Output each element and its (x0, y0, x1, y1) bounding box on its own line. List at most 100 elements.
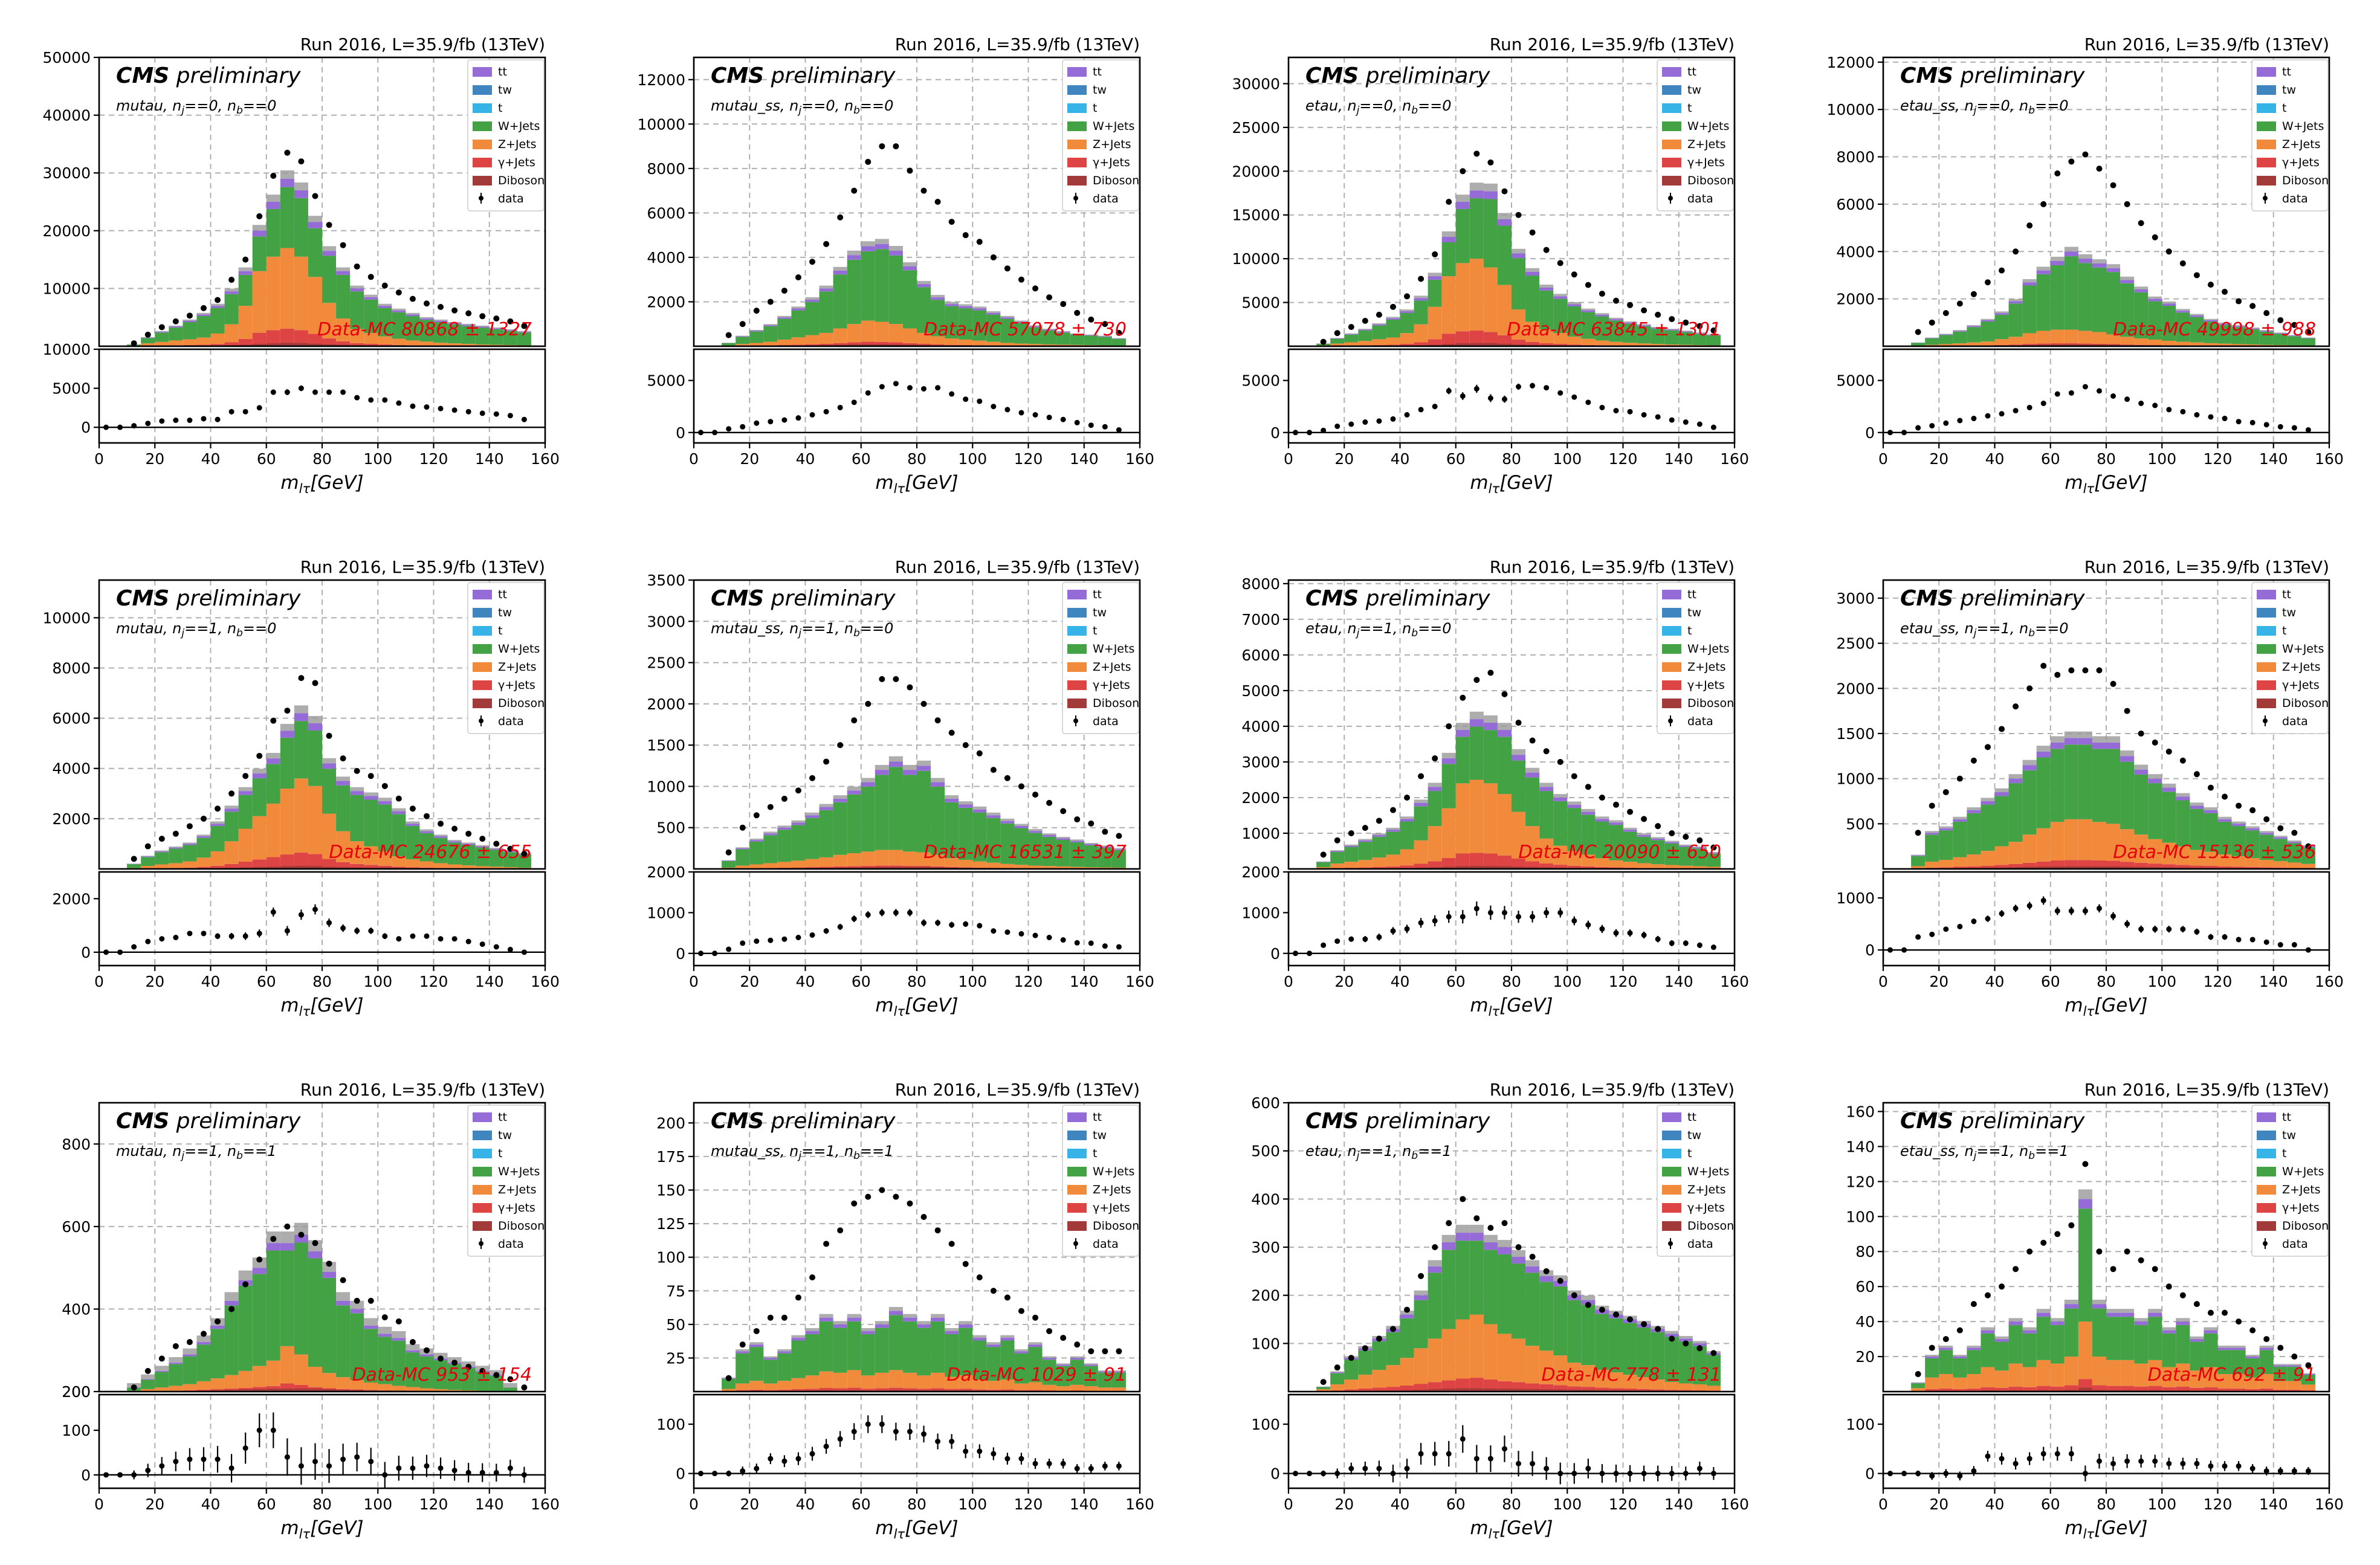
bar-gamma-jets (1567, 344, 1582, 346)
bar-z-jets (972, 340, 987, 346)
bar-w-jets (2078, 263, 2092, 331)
bar-w-jets (875, 1328, 889, 1373)
x-tick-label: 20 (1929, 1496, 1948, 1513)
mc-uncertainty-band (350, 1300, 364, 1309)
bar-w-jets (169, 328, 183, 341)
bar-w-jets (1678, 332, 1693, 345)
region-j: j (180, 105, 184, 117)
ratio-data-point (2277, 424, 2283, 430)
mc-uncertainty-band (1553, 294, 1568, 297)
bar-w-jets (945, 306, 959, 339)
bar-z-jets (1014, 865, 1029, 868)
bar-ttbar (2008, 778, 2023, 784)
subplot-mutau_ss-nj1-nb1: Run 2016, L=35.9/fb (13TeV)2550751001251… (656, 1080, 1154, 1541)
ratio-data-point (242, 1445, 248, 1451)
ratio-data-point (521, 949, 527, 955)
bar-ttbar (196, 836, 211, 838)
mc-uncertainty-band (2287, 1364, 2301, 1366)
bar-gamma-jets (1567, 1386, 1582, 1392)
ratio-data-point (1544, 385, 1550, 391)
bar-w-jets (1344, 847, 1359, 862)
data-point (2096, 1248, 2103, 1255)
x-tick-label: 0 (94, 450, 104, 468)
bar-w-jets (1028, 833, 1043, 866)
data-point (1543, 748, 1550, 755)
ratio-data-point (809, 932, 815, 938)
bar-ttbar (2008, 301, 2023, 304)
bar-ttbar (2217, 1347, 2232, 1350)
ratio-data-point (977, 398, 983, 404)
bar-diboson (902, 866, 917, 869)
mc-uncertainty-band (833, 795, 847, 799)
bar-w-jets (489, 329, 503, 345)
bar-ttbar (2106, 1312, 2121, 1317)
ratio-data-point (1887, 947, 1893, 953)
mc-uncertainty-band (392, 308, 406, 311)
bar-ttbar (1637, 834, 1651, 837)
bar-diboson (280, 866, 294, 869)
mc-uncertainty-band (1455, 723, 1470, 730)
bar-z-jets (917, 1375, 931, 1389)
bar-ttbar (336, 1300, 351, 1306)
bar-ttbar (2134, 1321, 2149, 1325)
bar-ttbar (1539, 787, 1554, 792)
mc-uncertainty-band (763, 324, 778, 326)
ratio-data-point (1971, 918, 1977, 924)
mc-uncertainty-band (986, 1342, 1001, 1345)
bar-ttbar (2092, 742, 2106, 749)
bar-ttbar (1372, 324, 1386, 326)
bar-z-jets (210, 1378, 225, 1390)
y-tick-label: 1500 (647, 737, 685, 754)
bar-gamma-jets (791, 1389, 806, 1392)
bar-z-jets (1967, 854, 1981, 866)
mc-uncertainty-band (736, 847, 750, 848)
data-point (438, 1355, 444, 1362)
bar-ttbar (2022, 1330, 2037, 1334)
y-tick-label: 200 (656, 1114, 685, 1132)
data-point (228, 277, 235, 283)
bar-gamma-jets (210, 865, 225, 869)
bar-w-jets (155, 852, 169, 865)
legend-swatch (1067, 1185, 1087, 1195)
bar-w-jets (2022, 285, 2037, 334)
x-axis-label-sub: lτ (1489, 1527, 1500, 1541)
bar-ttbar (183, 320, 197, 323)
cms-label: CMS preliminary (1900, 586, 2085, 611)
ratio-data-point (1957, 418, 1963, 424)
mc-uncertainty-band (447, 839, 462, 842)
ratio-data-point (1460, 393, 1466, 399)
mc-uncertainty-band (847, 1314, 861, 1318)
bar-ttbar (875, 1324, 889, 1328)
ratio-data-point (963, 1448, 969, 1454)
data-point (1046, 1328, 1053, 1334)
bar-gamma-jets (1428, 861, 1442, 869)
ratio-data-point (1418, 407, 1424, 413)
ratio-data-point (1060, 416, 1066, 422)
y-tick-label: 25 (666, 1349, 685, 1367)
bar-z-jets (819, 332, 833, 344)
bar-gamma-jets (875, 1388, 889, 1392)
data-point (1376, 818, 1382, 824)
data-point (340, 755, 346, 762)
region-nj: ==0, n (1359, 97, 1411, 114)
ratio-data-point (1293, 1471, 1299, 1477)
cms-bold: CMS (1900, 1109, 1953, 1134)
legend-label: W+Jets (1687, 1165, 1729, 1178)
ratio-data-point (1018, 931, 1024, 937)
bar-z-jets (196, 337, 211, 345)
region-label: etau, nj==0, nb==0 (1305, 97, 1452, 117)
mc-uncertainty-band (1000, 818, 1015, 821)
bar-z-jets (1372, 1370, 1386, 1388)
mc-uncertainty-band (972, 306, 987, 309)
legend-label: γ+Jets (2282, 156, 2320, 169)
ratio-data-point (1307, 950, 1313, 957)
bar-ttbar (763, 833, 778, 836)
data-point (367, 773, 374, 779)
mc-uncertainty-band (1441, 1234, 1456, 1243)
data-mc-label: Data-MC 80868 ± 1327 (317, 319, 532, 340)
x-tick-label: 20 (740, 450, 759, 468)
data-point (1446, 1220, 1452, 1227)
bar-ttbar (1981, 1330, 1995, 1334)
ratio-y-tick-label: 0 (81, 944, 91, 961)
data-point (1529, 1253, 1536, 1260)
